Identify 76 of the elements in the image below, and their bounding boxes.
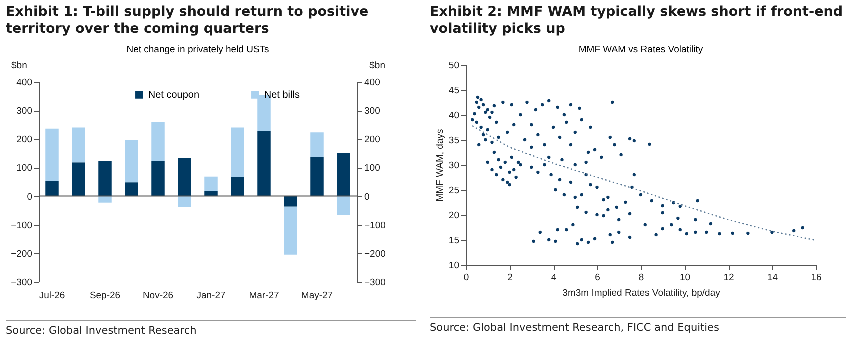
bar	[231, 128, 244, 178]
x-tick-label: 2	[508, 272, 513, 284]
x-tick-label: 8	[638, 272, 644, 284]
y-tick-label: 20	[448, 210, 460, 222]
x-tick-label: Sep-26	[90, 290, 121, 302]
bar	[231, 177, 244, 196]
y2-tick-label: −300	[364, 278, 386, 288]
line-series	[472, 125, 817, 242]
y-tick-label: 25	[448, 186, 460, 196]
y-tick-label: 35	[448, 136, 460, 146]
bar	[46, 181, 59, 196]
bar	[284, 196, 298, 207]
y2-tick-label: −200	[364, 248, 386, 260]
bar	[258, 131, 271, 196]
chart-subtitle: MMF WAM vs Rates Volatility	[578, 44, 704, 56]
x-tick-label: 6	[595, 272, 600, 284]
x-tick-label: May-27	[301, 290, 334, 302]
y2-tick-label: 200	[364, 134, 380, 146]
x-tick-label: Jan-27	[196, 290, 226, 302]
x-tick-label: Mar-27	[249, 290, 280, 302]
bar	[204, 176, 218, 192]
x-tick-label: 0	[464, 272, 470, 284]
chart-title: Exhibit 2: MMF WAM typically skews short if front-end volatility picks up	[430, 4, 844, 39]
bar	[46, 128, 59, 182]
y-tick-label: −300	[11, 278, 32, 288]
y-tick-label: 300	[16, 106, 32, 118]
x-tick-label: Jul-26	[39, 290, 66, 302]
y-tick-label: 400	[16, 78, 32, 88]
x-axis-title: 3m3m Implied Rates Volatility, bp/day	[562, 288, 721, 299]
bar	[125, 140, 138, 183]
bar	[98, 196, 112, 203]
chart-subtitle: Net change in privately held USTs	[126, 44, 270, 56]
x-tick-label: 10	[680, 272, 691, 284]
y2-axis-title: $bn	[370, 60, 386, 72]
bar	[337, 196, 350, 216]
y2-tick-label: 0	[364, 192, 370, 203]
x-tick-label: 12	[724, 272, 734, 284]
y-tick-label: 15	[448, 236, 460, 246]
y2-tick-label: 100	[364, 163, 380, 174]
bar	[178, 196, 192, 208]
y-tick-label: 30	[448, 160, 460, 172]
y-tick-label: −100	[11, 220, 32, 232]
x-tick-label: Nov-26	[142, 290, 174, 302]
bar	[72, 128, 86, 163]
bar	[72, 162, 86, 196]
bar	[310, 132, 324, 158]
bar	[204, 191, 218, 196]
chart-title: Exhibit 1: T-bill supply should return to positive territory over the coming quarters	[6, 4, 370, 39]
bar	[337, 153, 350, 196]
x-tick-label: 14	[767, 272, 778, 284]
bar	[125, 182, 138, 196]
y2-tick-label: 400	[364, 78, 380, 88]
y-tick-label: 45	[448, 86, 460, 96]
bar	[152, 122, 165, 162]
source-note: Source: Global Investment Research, FICC and Equities	[430, 317, 846, 334]
y-tick-label: 0	[27, 192, 32, 203]
bar	[310, 157, 324, 196]
y2-tick-label: 300	[364, 106, 380, 118]
bar	[98, 161, 112, 196]
y-tick-label: 50	[448, 60, 460, 72]
y-tick-label: 200	[16, 134, 32, 146]
bar	[152, 161, 165, 196]
y-tick-label: 100	[16, 163, 32, 174]
y-tick-label: −200	[11, 248, 32, 260]
legend-label: Net bills	[264, 90, 300, 101]
y-axis-title: MMF WAM, days	[434, 129, 446, 202]
y2-tick-label: −100	[364, 220, 386, 232]
legend-label: Net coupon	[148, 90, 200, 101]
x-tick-label: 16	[811, 272, 822, 284]
source-note: Source: Global Investment Research	[6, 320, 416, 337]
bar	[284, 206, 298, 255]
y-tick-label: 10	[448, 260, 460, 272]
bar	[178, 158, 192, 196]
y-axis-title: $bn	[12, 60, 28, 72]
x-tick-label: 4	[551, 272, 557, 284]
y-tick-label: 40	[448, 110, 460, 122]
